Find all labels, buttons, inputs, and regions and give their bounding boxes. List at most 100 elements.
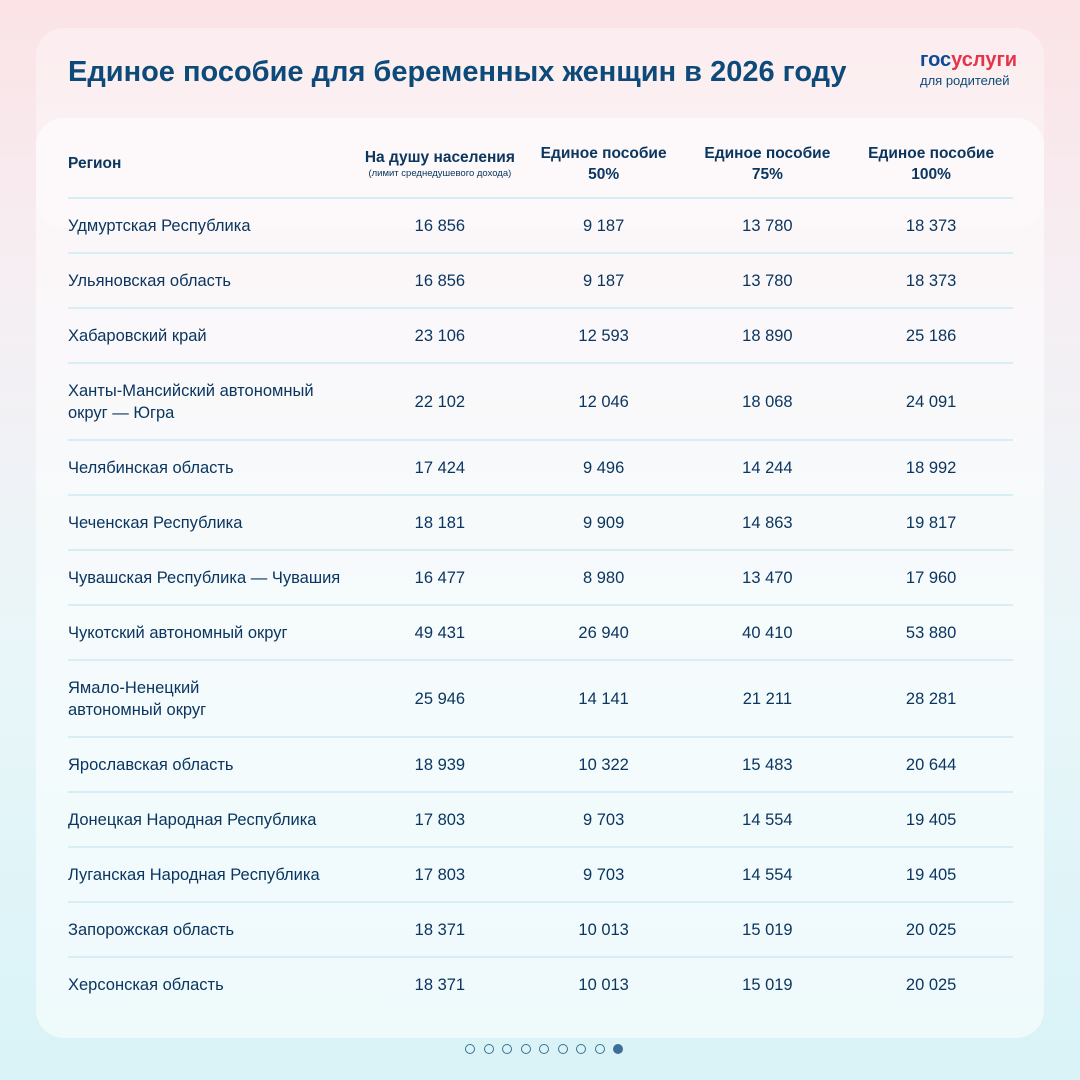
cell-p75: 40 410 [685, 605, 850, 661]
table-row: Донецкая Народная Республика 17 803 9 703 1… [68, 792, 1013, 848]
cell-region: Запорожская область [68, 902, 358, 958]
cell-p100: 19 405 [849, 792, 1013, 848]
table-row: Ямало-Ненецкий автономный округ 25 946 14 … [68, 660, 1013, 738]
cell-region: Челябинская область [68, 440, 358, 496]
cell-per-capita: 17 803 [358, 792, 522, 848]
cell-p75: 15 483 [685, 737, 850, 793]
cell-per-capita: 23 106 [358, 308, 522, 364]
cell-per-capita: 16 477 [358, 550, 522, 606]
cell-p100: 18 373 [849, 198, 1013, 254]
table-row: Челябинская область 17 424 9 496 14 244 18 9… [68, 440, 1013, 496]
header-p100-label: Единое пособие [868, 144, 995, 162]
header-per-capita-label: На душу населения [364, 149, 515, 166]
cell-region: Ярославская область [68, 737, 358, 793]
pagination-dot[interactable] [557, 1044, 568, 1054]
cell-per-capita: 22 102 [358, 363, 522, 441]
cell-p75: 15 019 [742, 976, 793, 994]
cell-p100: 20 025 [849, 902, 1013, 958]
pagination-dot[interactable] [594, 1044, 605, 1054]
pagination-dot[interactable] [539, 1044, 549, 1054]
pagination-dot[interactable] [502, 1044, 512, 1054]
table-row: Луганская Народная Республика 17 803 9 703… [68, 847, 1013, 903]
header-region: Регион [68, 130, 358, 199]
cell-p100: 19 405 [849, 847, 1013, 903]
cell-p50: 9 496 [521, 440, 686, 496]
cell-per-capita: 17 424 [358, 440, 522, 496]
cell-p100: 53 880 [849, 605, 1013, 661]
cell-p75: 13 780 [685, 253, 850, 309]
cell-per-capita: 18 939 [358, 737, 522, 793]
cell-p75: 14 863 [685, 495, 850, 551]
cell-p100: 20 025 [905, 976, 957, 994]
cell-per-capita: 18 371 [358, 902, 522, 958]
pagination-dot[interactable] [520, 1044, 531, 1054]
table-row: Ярославская область 18 939 10 322 15 483 20 … [68, 737, 1013, 793]
gosuslugi-logo: госуслуги для родителей [920, 50, 1017, 87]
cell-p75: 13 470 [685, 550, 850, 606]
cell-per-capita: 25 946 [358, 660, 522, 738]
cell-region: Херсонская область [68, 976, 224, 994]
cell-p75: 14 554 [685, 792, 850, 848]
cell-per-capita: 18 371 [414, 976, 466, 994]
table-header: Регион На душу населения (лимит среднедуш… [68, 130, 1013, 199]
cell-p50: 26 940 [521, 605, 686, 661]
cell-p100: 24 091 [849, 363, 1013, 441]
cell-p100: 20 644 [849, 737, 1013, 793]
cell-region: Луганская Народная Республика [68, 847, 358, 903]
header-p75: Единое пособие 75% [685, 130, 850, 199]
cell-region: Донецкая Народная Республика [68, 792, 358, 848]
cell-p100: 28 281 [849, 660, 1013, 738]
cell-region: Чувашская Республика — Чувашия [68, 550, 358, 606]
cell-p75: 21 211 [685, 660, 850, 738]
cell-region: Чукотский автономный округ [68, 605, 358, 661]
table-row: Чукотский автономный округ 49 431 26 940 40… [68, 605, 1013, 661]
pagination-dot[interactable] [613, 1044, 623, 1054]
table-row: Хабаровский край 23 106 12 593 18 890 25 186 [68, 308, 1013, 364]
cell-per-capita: 17 803 [358, 847, 522, 903]
table-row: Ульяновская область 16 856 9 187 13 780 18 3… [68, 253, 1013, 309]
cell-p75: 18 890 [685, 308, 850, 364]
logo-part1: гос [920, 49, 952, 71]
cell-p75: 15 019 [685, 902, 850, 958]
pagination-dot[interactable] [576, 1044, 586, 1054]
cell-p75: 13 780 [685, 198, 850, 254]
cell-region: Ханты-Мансийский автономный округ — Югра [68, 363, 358, 441]
cell-p50: 9 187 [521, 253, 686, 309]
page-title: Единое пособие для беременных женщин в 2… [68, 56, 847, 88]
cell-p100: 18 992 [849, 440, 1013, 496]
header-p75-label: Единое пособие [704, 144, 831, 162]
cell-p100: 18 373 [849, 253, 1013, 309]
logo-subtitle: для родителей [920, 73, 1010, 88]
pagination-dot[interactable] [483, 1044, 494, 1054]
header-p50-pct: 50% [588, 165, 620, 183]
table-row: Удмуртская Республика 16 856 9 187 13 780 18… [68, 198, 1013, 254]
header-p50: Единое пособие 50% [521, 130, 686, 199]
cell-p50: 9 703 [521, 792, 686, 848]
cell-region: Удмуртская Республика [68, 198, 358, 254]
header-p100-pct: 100% [911, 165, 951, 183]
cell-region: Хабаровский край [68, 308, 358, 364]
table-row: Запорожская область 18 371 10 013 15 019 20 … [68, 902, 1013, 958]
cell-per-capita: 49 431 [358, 605, 522, 661]
cell-p50: 14 141 [521, 660, 686, 738]
pagination-dot[interactable] [465, 1044, 475, 1054]
cell-p50: 12 046 [521, 363, 686, 441]
cell-p100: 17 960 [849, 550, 1013, 606]
header-p50-label: Единое пособие [540, 144, 667, 162]
cell-p50: 10 013 [578, 976, 629, 994]
benefits-table: Регион На душу населения (лимит среднедуш… [68, 130, 1013, 1012]
table-row: Ханты-Мансийский автономный округ — Югра… [68, 363, 1013, 441]
cell-p50: 9 703 [521, 847, 686, 903]
header-per-capita: На душу населения (лимит среднедушевого д… [358, 130, 522, 199]
cell-p50: 9 187 [521, 198, 686, 254]
table-row: Чувашская Республика — Чувашия 16 477 8 98… [68, 550, 1013, 606]
cell-p50: 10 013 [521, 902, 686, 958]
cell-p50: 12 593 [521, 308, 686, 364]
table-row: Херсонская область 18 371 10 013 15 019 20 0… [68, 957, 1013, 1012]
cell-region: Ямало-Ненецкий автономный округ [68, 660, 358, 738]
pagination-dots [465, 1044, 623, 1054]
cell-per-capita: 18 181 [358, 495, 522, 551]
cell-per-capita: 16 856 [358, 198, 522, 254]
cell-p50: 10 322 [521, 737, 686, 793]
cell-p75: 14 244 [685, 440, 850, 496]
